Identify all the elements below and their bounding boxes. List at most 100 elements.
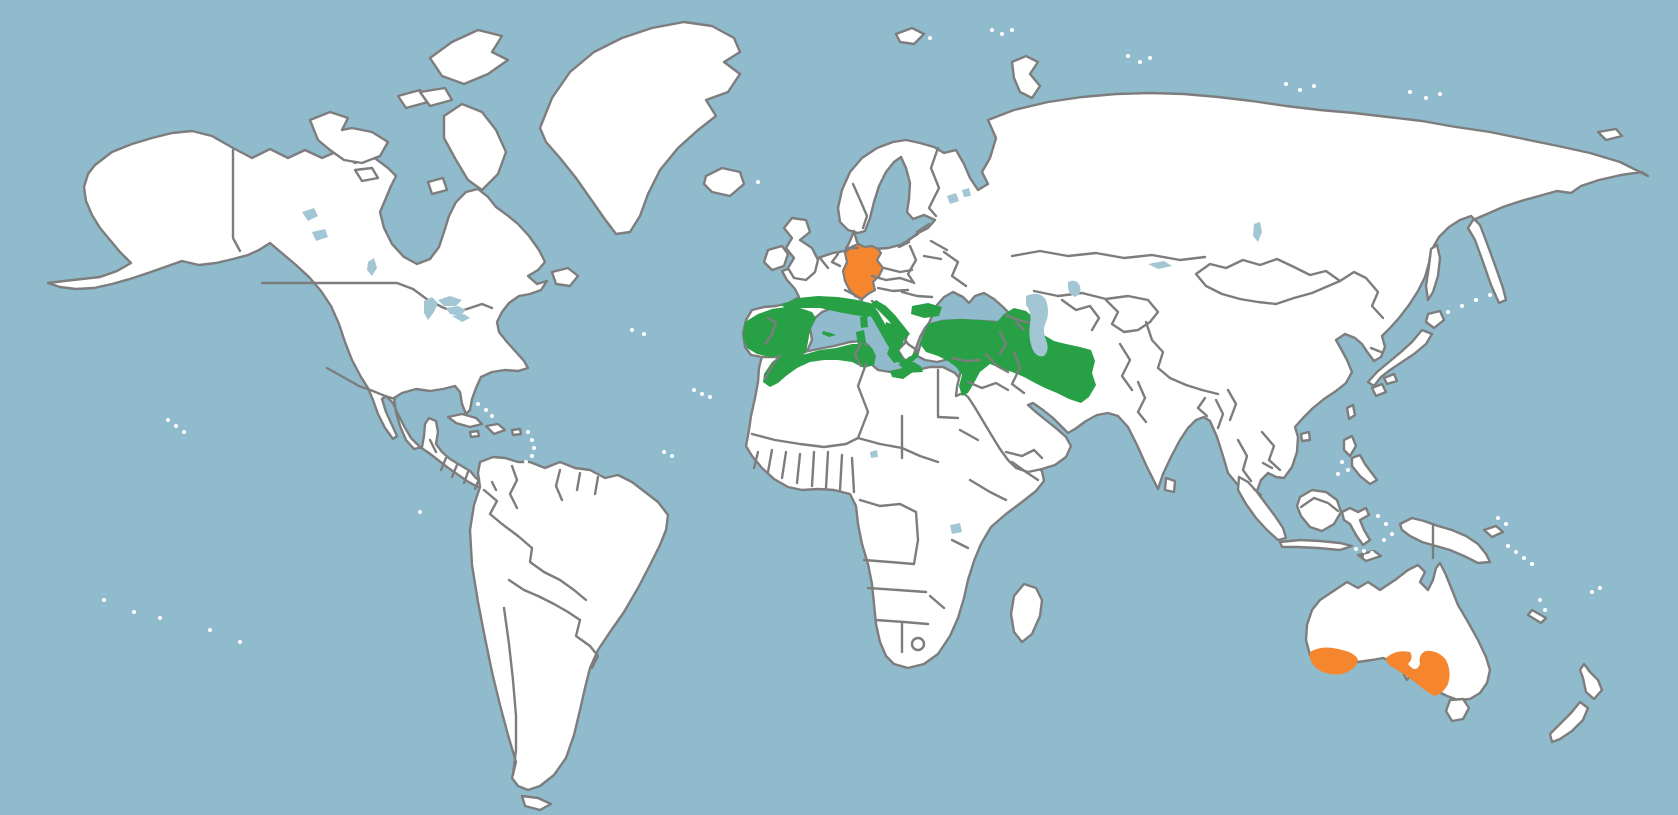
island-honshu xyxy=(1366,328,1434,388)
lake-ladoga xyxy=(947,193,959,204)
border-turkey-syria xyxy=(950,356,982,363)
green-southern-france-alps xyxy=(780,296,877,317)
border-algeria-libya xyxy=(856,362,870,440)
border-colombia-venezuela xyxy=(508,464,519,510)
border-morocco-algeria xyxy=(763,353,782,381)
island-wrangel xyxy=(1596,127,1624,142)
orange-germany xyxy=(841,242,885,301)
orange-south-east-australia xyxy=(1386,650,1450,696)
aral-sea xyxy=(1068,280,1081,297)
island-banks-victoria xyxy=(308,110,390,165)
island-cuba xyxy=(446,412,484,429)
border-korea xyxy=(1369,346,1383,354)
lake-erie-ontario xyxy=(446,306,470,322)
island-king-william xyxy=(353,166,380,183)
island-new-britain xyxy=(1482,524,1505,539)
border-baltics xyxy=(897,222,931,249)
border-finland-russia xyxy=(927,146,941,218)
border-usa-mexico xyxy=(325,366,397,401)
native-range-green xyxy=(743,296,1096,403)
green-sardinia xyxy=(856,330,866,346)
border-poland-east xyxy=(906,244,918,285)
border-malaysia-borneo xyxy=(1252,487,1340,513)
island-java xyxy=(1278,538,1354,552)
lake-victoria xyxy=(950,523,962,534)
border-portugal-spain xyxy=(763,316,778,346)
border-iraq-iran xyxy=(1010,350,1026,395)
border-egypt-sudan xyxy=(936,415,960,420)
island-mindanao xyxy=(1350,453,1379,486)
caspian-sea xyxy=(1026,293,1048,357)
green-italy xyxy=(865,306,919,367)
orange-southwest-australia xyxy=(1309,647,1358,675)
border-chile-argentina xyxy=(502,606,518,777)
border-central-europe xyxy=(870,274,934,299)
island-jamaica xyxy=(468,429,481,439)
country-borders xyxy=(231,146,1435,777)
border-argentina-paraguay xyxy=(536,594,592,648)
border-mongolia xyxy=(1194,257,1342,306)
landmasses xyxy=(46,20,1650,812)
border-arabia xyxy=(966,380,1044,460)
island-sakhalin xyxy=(1424,243,1442,302)
border-alps xyxy=(843,288,864,302)
island-new-zealand-south xyxy=(1548,700,1590,744)
lake-michigan-huron xyxy=(424,297,438,320)
border-sahel xyxy=(750,432,904,450)
island-ireland xyxy=(762,244,790,272)
border-peru-brazil xyxy=(500,522,546,574)
border-lesotho xyxy=(910,636,926,652)
border-himalaya xyxy=(1168,376,1238,430)
island-hokkaido xyxy=(1424,309,1446,330)
border-ukraine-russia xyxy=(922,239,968,288)
border-poland-south xyxy=(882,266,914,274)
border-uruguay xyxy=(588,644,600,670)
lake-chad xyxy=(870,450,878,458)
island-baffin xyxy=(442,102,508,192)
island-taiwan xyxy=(1345,403,1357,421)
border-norway-sweden xyxy=(851,182,869,230)
lake-baikal xyxy=(1253,222,1262,242)
introduced-range-orange xyxy=(841,242,1450,696)
island-tasmania xyxy=(1444,697,1471,723)
border-russia-kazakhstan xyxy=(1010,249,1207,262)
green-corsica xyxy=(860,315,868,328)
border-central-asia xyxy=(1032,289,1160,334)
island-great-britain xyxy=(782,216,820,282)
island-sulawesi xyxy=(1340,506,1372,547)
green-iberian-peninsula xyxy=(743,307,816,357)
island-tierra-del-fuego xyxy=(520,794,553,812)
border-bolivia-brazil xyxy=(542,570,588,602)
green-balearic-islands xyxy=(822,331,836,337)
landmass-eurasia xyxy=(741,91,1650,512)
border-turkey-iraq xyxy=(998,330,1008,356)
border-ethiopia-somalia xyxy=(968,460,1040,502)
border-guianas xyxy=(554,468,600,502)
lake-balkhash xyxy=(1148,261,1172,269)
border-china-west xyxy=(1144,320,1172,380)
island-southampton xyxy=(426,176,449,196)
island-novaya-zemlya xyxy=(1010,54,1042,100)
island-svalbard xyxy=(894,26,926,46)
border-indochina xyxy=(1236,430,1282,483)
landmass-south-america xyxy=(468,455,670,792)
island-new-caledonia xyxy=(1526,608,1548,625)
small-islands xyxy=(102,28,1602,644)
speck-east-timor xyxy=(1360,554,1364,558)
island-ellesmere xyxy=(428,28,510,86)
lake-onega xyxy=(962,188,971,197)
border-angola-zambia xyxy=(866,586,928,594)
island-sri-lanka xyxy=(1163,476,1177,494)
map-specks xyxy=(1360,554,1364,558)
island-shikoku xyxy=(1382,372,1399,386)
green-bulgaria xyxy=(911,303,942,318)
green-north-africa xyxy=(763,344,876,387)
island-iceland xyxy=(702,166,746,198)
border-caucasus xyxy=(1004,313,1032,332)
border-benelux xyxy=(818,252,842,270)
green-cyrenaica xyxy=(898,362,922,371)
border-west-africa xyxy=(752,448,856,494)
border-sudan-ethiopia xyxy=(900,428,980,464)
lake-great-slave xyxy=(312,229,328,241)
